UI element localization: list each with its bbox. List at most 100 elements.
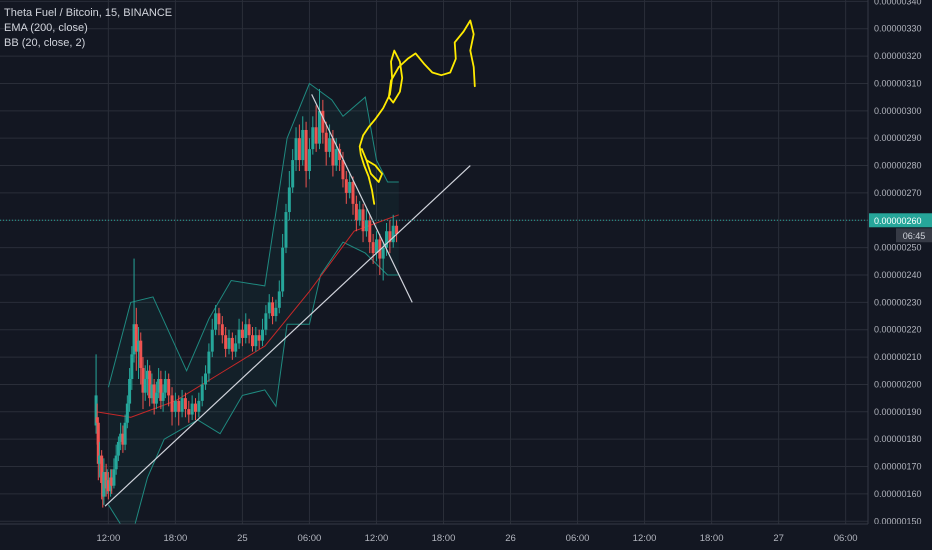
candle-up	[161, 392, 165, 401]
trendlines[interactable]	[104, 94, 471, 507]
price-axis[interactable]	[868, 0, 932, 524]
candle-down	[354, 203, 358, 221]
candle-up	[264, 313, 268, 330]
candle-up	[284, 212, 288, 248]
candle-down	[134, 324, 138, 352]
candle-down	[338, 149, 342, 161]
x-tick-label: 25	[237, 533, 248, 544]
candle-up	[145, 370, 149, 379]
x-tick-label: 06:00	[566, 533, 590, 544]
candle-up	[328, 138, 332, 152]
candle-down	[341, 160, 345, 180]
candle-up	[294, 138, 298, 161]
candle-up	[244, 324, 248, 338]
time-axis[interactable]	[0, 524, 932, 550]
ema-legend[interactable]: EMA (200, close)	[4, 22, 88, 34]
candle-up	[358, 209, 362, 221]
candle-up	[381, 247, 385, 259]
x-tick-label: 26	[505, 533, 516, 544]
y-tick-label: 0.00000230	[874, 297, 922, 307]
candle-up	[254, 335, 258, 347]
candle-up	[301, 129, 305, 161]
candle-down	[324, 132, 328, 152]
candle-up	[204, 373, 208, 385]
countdown-bg	[896, 228, 932, 243]
drawing-loop	[361, 148, 383, 183]
bb-fill	[108, 83, 399, 541]
candle-up	[214, 313, 218, 330]
candle-down	[217, 313, 221, 325]
candle-down	[193, 403, 197, 412]
y-tick-label: 0.00000200	[874, 379, 922, 389]
y-tick-label: 0.00000220	[874, 325, 922, 335]
candle-up	[180, 398, 184, 412]
candle-down	[257, 335, 261, 341]
candle-down	[220, 324, 224, 336]
candle-up	[385, 231, 389, 248]
candle-up	[173, 400, 177, 412]
candle-down	[331, 138, 335, 166]
candle-down	[170, 395, 174, 412]
candle-up	[281, 247, 285, 292]
candle-up	[348, 181, 352, 193]
current-price-label: 0.00000260 06:45	[869, 213, 932, 243]
candle-up	[125, 403, 129, 423]
candle-down	[139, 340, 143, 369]
chart-legend: Theta Fuel / Bitcoin, 15, BINANCE EMA (2…	[4, 6, 172, 51]
candle-down	[177, 400, 181, 412]
candle-down	[250, 335, 254, 347]
candle-down	[167, 378, 171, 396]
y-tick-label: 0.00000160	[874, 489, 922, 499]
candle-up	[137, 340, 141, 352]
candle-up	[207, 351, 211, 374]
y-tick-label: 0.00000330	[874, 24, 922, 34]
candle-up	[267, 302, 271, 314]
countdown-text: 06:45	[903, 231, 926, 241]
candle-down	[368, 220, 372, 243]
y-tick-label: 0.00000340	[874, 0, 922, 6]
candle-down	[314, 127, 318, 144]
candle-up	[114, 455, 118, 470]
candle-down	[110, 477, 114, 486]
freehand-drawing[interactable]	[358, 19, 476, 205]
candle-down	[104, 472, 108, 489]
candle-down	[297, 138, 301, 161]
candle-down	[100, 455, 104, 483]
candle-down	[148, 370, 152, 399]
candle-up	[210, 329, 214, 352]
candle-up	[163, 378, 167, 393]
candle-up	[200, 384, 204, 401]
y-tick-label: 0.00000300	[874, 106, 922, 116]
drawing-stroke	[358, 19, 476, 205]
ascending-trendline	[104, 165, 471, 507]
bb-upper-line	[107, 82, 399, 388]
candle-down	[271, 302, 275, 317]
candle-up	[132, 324, 136, 355]
candle-up	[102, 472, 106, 497]
candle-down	[95, 417, 99, 423]
symbol-title[interactable]: Theta Fuel / Bitcoin, 15, BINANCE	[4, 7, 173, 19]
bb-legend[interactable]: BB (20, close, 2)	[4, 37, 86, 49]
candle-down	[240, 329, 244, 338]
candle-down	[159, 378, 163, 401]
ema-path	[96, 214, 399, 418]
candle-down	[224, 335, 228, 349]
candle-up	[234, 343, 238, 352]
candles[interactable]	[94, 88, 399, 508]
y-tick-label: 0.00000290	[874, 133, 922, 143]
candle-up	[112, 469, 116, 486]
ema-line	[96, 214, 399, 418]
candle-up	[227, 337, 231, 349]
x-tick-label: 18:00	[432, 533, 456, 544]
y-tick-label: 0.00000180	[874, 434, 922, 444]
x-tick-label: 18:00	[700, 533, 724, 544]
candle-down	[230, 337, 234, 352]
candle-up	[307, 149, 311, 172]
candle-up	[119, 433, 123, 442]
y-tick-label: 0.00000310	[874, 78, 922, 88]
y-tick-label: 0.00000280	[874, 161, 922, 171]
candle-down	[378, 239, 382, 259]
candle-up	[374, 239, 378, 254]
candle-up	[130, 354, 134, 379]
